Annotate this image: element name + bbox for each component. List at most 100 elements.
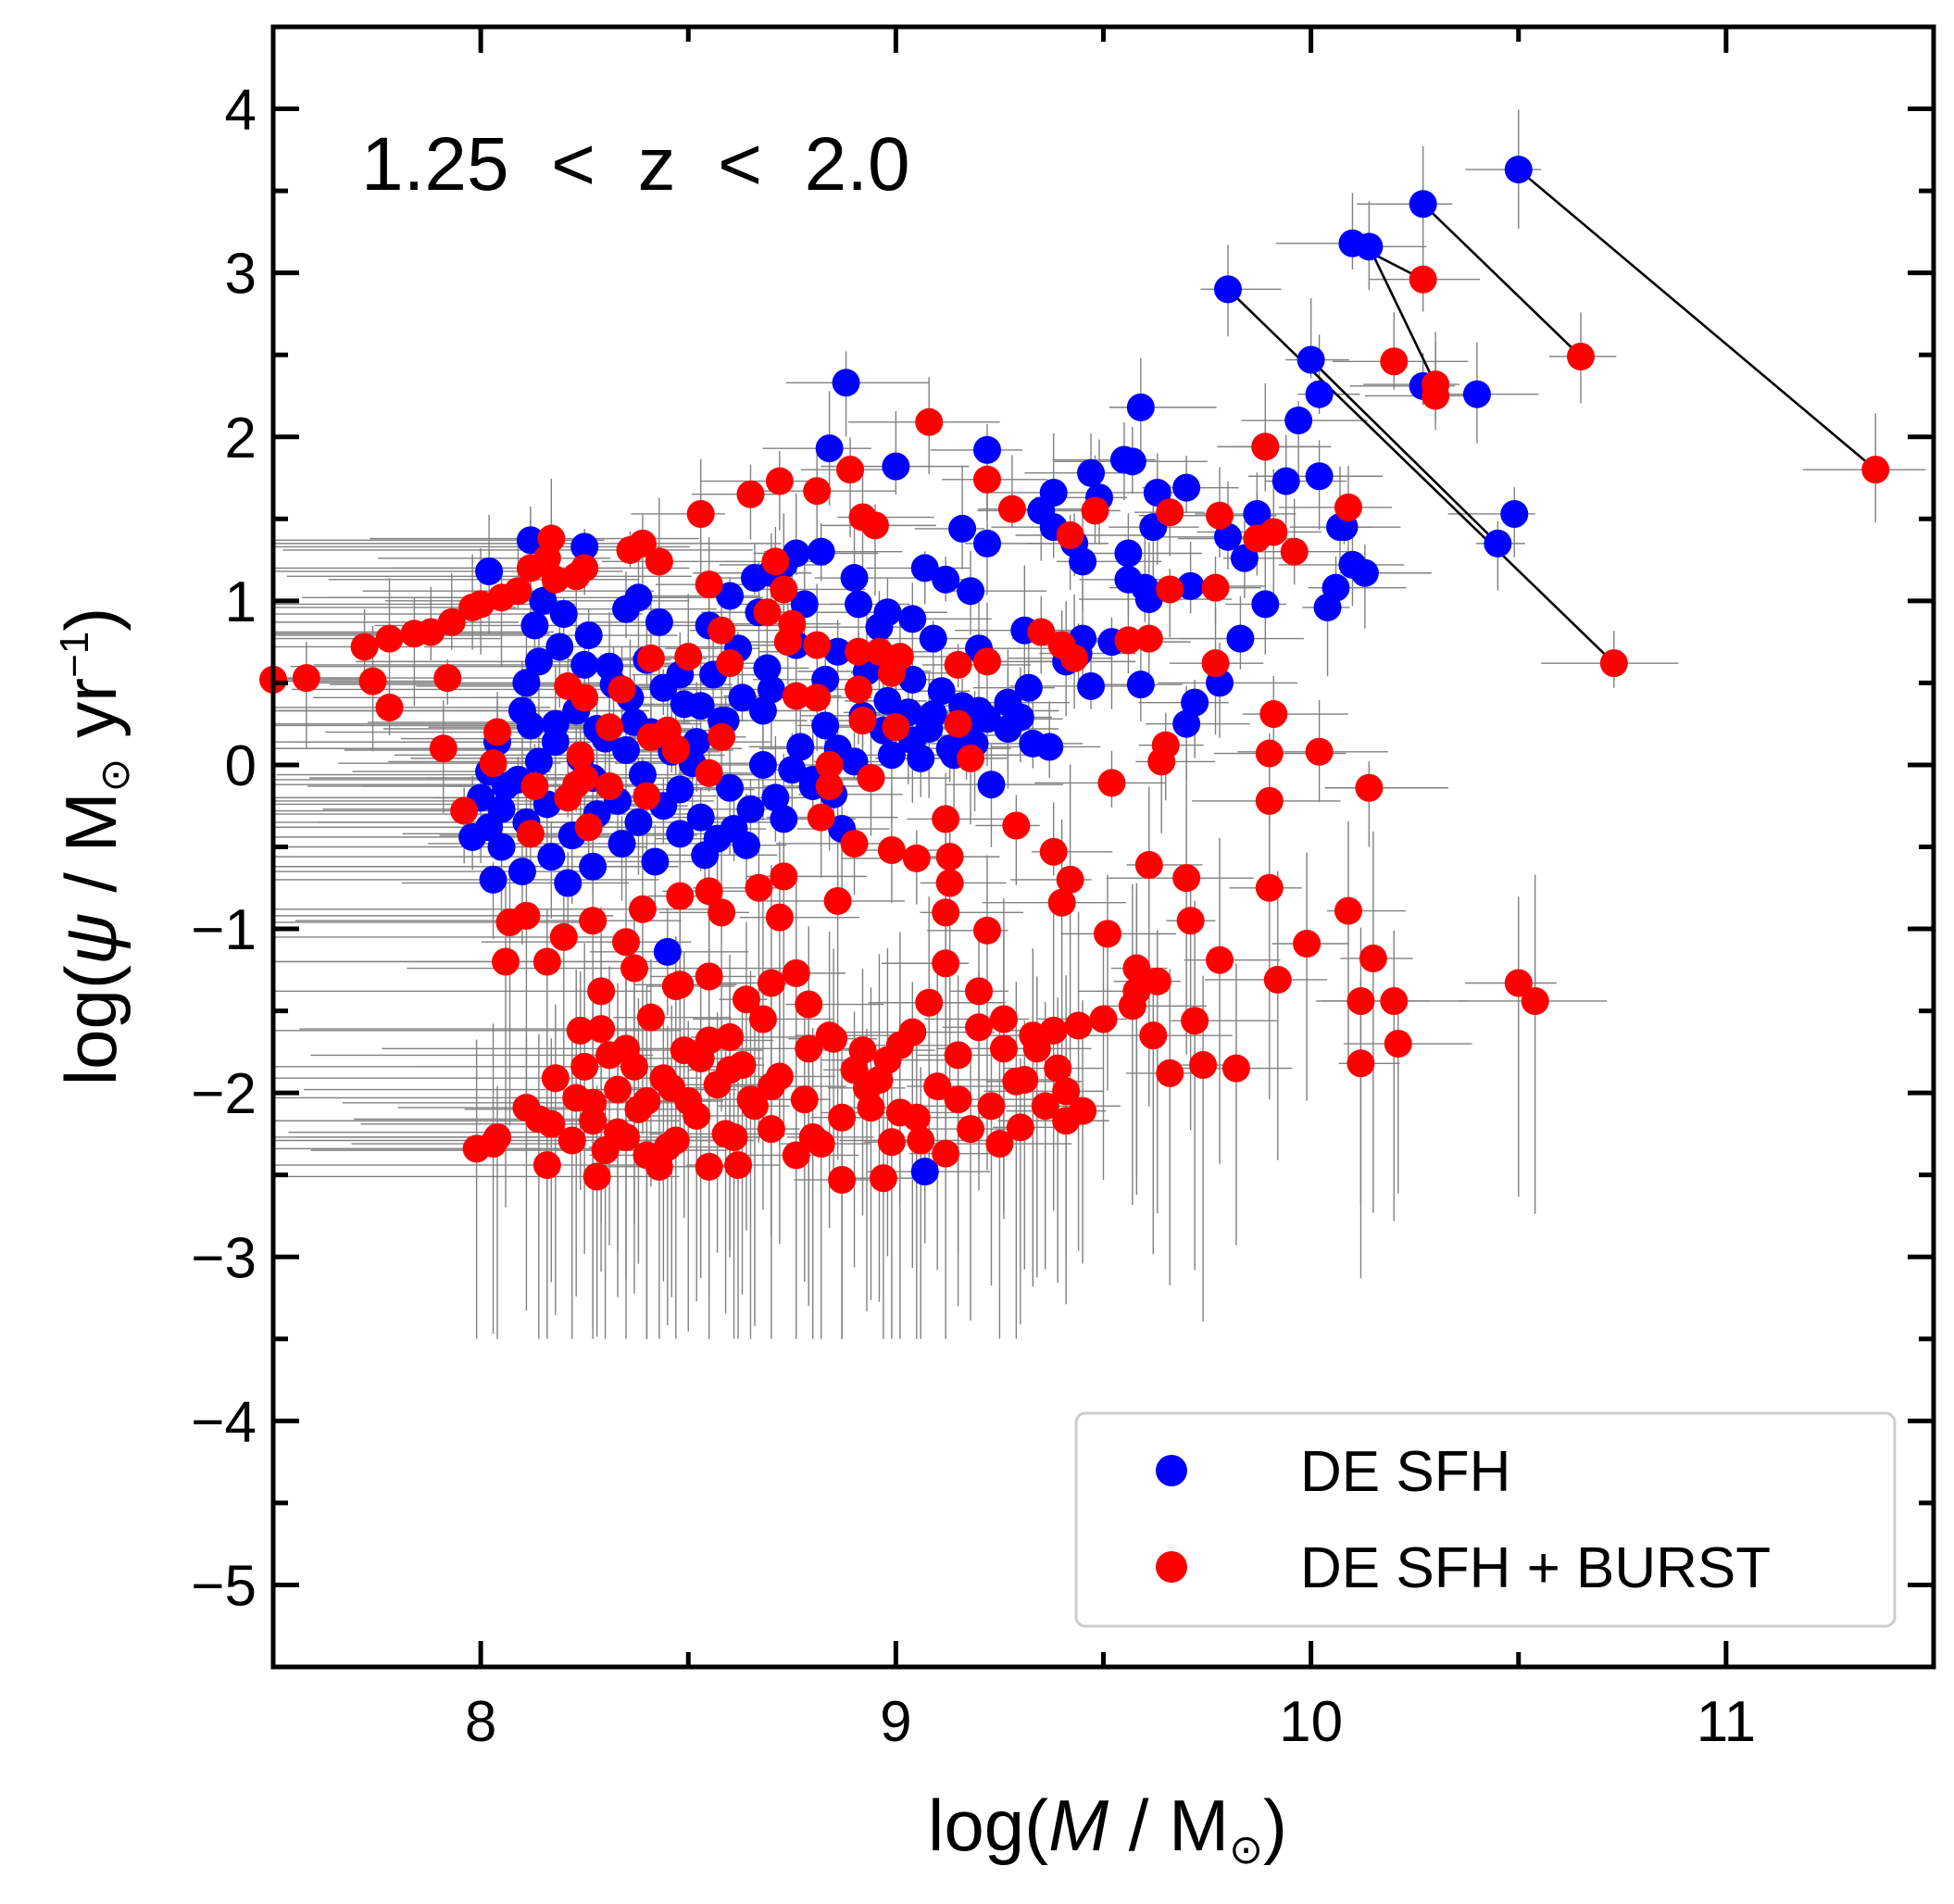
point-de-sfh-burst	[932, 805, 960, 833]
point-de-sfh-burst	[666, 882, 695, 910]
point-de-sfh-burst	[795, 990, 823, 1019]
point-de-sfh-burst	[1056, 865, 1084, 894]
point-de-sfh-burst	[745, 873, 773, 902]
point-de-sfh-burst	[686, 499, 715, 528]
point-de-sfh	[1243, 499, 1271, 528]
point-de-sfh-burst	[972, 916, 1001, 945]
point-de-sfh-burst	[358, 667, 387, 695]
point-de-sfh-burst	[965, 977, 994, 1006]
point-de-sfh-burst	[957, 744, 985, 772]
point-de-sfh-burst	[429, 734, 457, 763]
y-tick-label: 0	[225, 734, 257, 798]
point-de-sfh-burst	[674, 643, 703, 671]
point-de-sfh-burst	[944, 1041, 972, 1070]
point-de-sfh	[910, 554, 939, 582]
point-de-sfh	[624, 808, 653, 836]
point-de-sfh-burst	[865, 1065, 894, 1094]
point-de-sfh-burst	[541, 1064, 570, 1093]
point-de-sfh-burst	[604, 1075, 633, 1104]
y-tick-label: 1	[225, 570, 257, 634]
point-de-sfh-burst	[1259, 700, 1288, 729]
point-de-sfh	[554, 869, 582, 897]
point-de-sfh-burst	[877, 1128, 906, 1157]
point-de-sfh-burst	[845, 675, 873, 704]
point-de-sfh-burst	[554, 671, 582, 700]
point-de-sfh-burst	[566, 741, 595, 770]
point-de-sfh	[957, 577, 985, 606]
x-tick-label: 11	[1697, 1690, 1756, 1754]
point-de-sfh-burst	[649, 1064, 678, 1093]
point-de-sfh	[612, 736, 641, 765]
point-de-sfh	[549, 600, 578, 629]
y-axis-title: log(ψ / M⊙ yr−1)	[50, 608, 138, 1086]
point-de-sfh-burst	[932, 949, 960, 978]
point-de-sfh-burst	[820, 1024, 848, 1053]
point-de-sfh	[570, 650, 599, 679]
point-de-sfh-burst	[1504, 969, 1533, 997]
point-de-sfh-burst	[828, 1166, 857, 1195]
point-de-sfh-burst	[292, 664, 320, 693]
point-de-sfh	[516, 711, 545, 740]
x-tick-label: 10	[1279, 1690, 1343, 1754]
point-de-sfh-burst	[857, 764, 885, 793]
point-de-sfh-burst	[972, 465, 1001, 494]
point-de-sfh-burst	[989, 1005, 1018, 1033]
point-de-sfh-burst	[695, 877, 723, 906]
point-de-sfh-burst	[479, 749, 507, 778]
point-de-sfh-burst	[504, 577, 532, 606]
point-de-sfh	[479, 865, 507, 894]
point-de-sfh-burst	[1039, 837, 1068, 866]
point-de-sfh-burst	[736, 1085, 765, 1114]
point-de-sfh-burst	[695, 570, 723, 599]
point-de-sfh-burst	[815, 771, 844, 800]
point-de-sfh	[1213, 522, 1242, 551]
point-de-sfh-burst	[1056, 521, 1084, 550]
point-de-sfh-burst	[885, 1031, 914, 1059]
point-de-sfh-burst	[620, 954, 648, 983]
point-de-sfh	[910, 1158, 939, 1186]
data-points	[259, 156, 1890, 1195]
point-de-sfh-burst	[520, 771, 549, 800]
y-tick-label: 2	[225, 407, 257, 470]
point-de-sfh	[1014, 673, 1043, 702]
point-de-sfh-burst	[1355, 773, 1384, 802]
point-de-sfh-burst	[1081, 496, 1109, 525]
point-de-sfh	[529, 586, 557, 615]
point-de-sfh	[624, 583, 653, 612]
point-de-sfh-burst	[1064, 1011, 1093, 1040]
point-de-sfh-burst	[798, 1122, 827, 1151]
point-de-sfh	[545, 633, 574, 661]
point-de-sfh-burst	[512, 1094, 541, 1122]
point-de-sfh-burst	[770, 862, 798, 891]
point-de-sfh-burst	[828, 1103, 857, 1132]
point-de-sfh-burst	[773, 628, 802, 657]
point-de-sfh-burst	[795, 1034, 823, 1063]
point-de-sfh-burst	[848, 707, 877, 735]
point-de-sfh	[865, 613, 894, 642]
point-de-sfh-burst	[1139, 1021, 1168, 1050]
tick-labels: 8 9 10 11 −5 −4 −3 −2 −1 0 1 2 3 4	[191, 79, 1756, 1754]
point-de-sfh	[541, 728, 570, 757]
point-de-sfh-burst	[645, 547, 673, 576]
point-de-sfh	[832, 369, 860, 397]
point-de-sfh-burst	[1156, 498, 1184, 527]
point-de-sfh	[524, 747, 553, 776]
point-de-sfh	[653, 937, 682, 966]
point-de-sfh-burst	[661, 972, 690, 1001]
point-de-sfh	[570, 532, 599, 561]
connector-lines	[1227, 169, 1877, 665]
point-de-sfh-burst	[882, 713, 910, 742]
point-de-sfh	[1504, 156, 1533, 184]
point-de-sfh-burst	[836, 456, 865, 484]
point-de-sfh	[1126, 670, 1155, 699]
point-de-sfh	[507, 858, 536, 886]
point-de-sfh-burst	[803, 631, 832, 659]
point-de-sfh-burst	[1206, 946, 1234, 974]
point-de-sfh-burst	[1147, 747, 1176, 776]
point-de-sfh-burst	[865, 637, 894, 666]
point-de-sfh-burst	[1201, 573, 1230, 602]
point-de-sfh-burst	[815, 750, 844, 779]
point-de-sfh-burst	[670, 1036, 698, 1065]
point-de-sfh	[1355, 232, 1384, 261]
point-de-sfh-burst	[1069, 1096, 1097, 1125]
